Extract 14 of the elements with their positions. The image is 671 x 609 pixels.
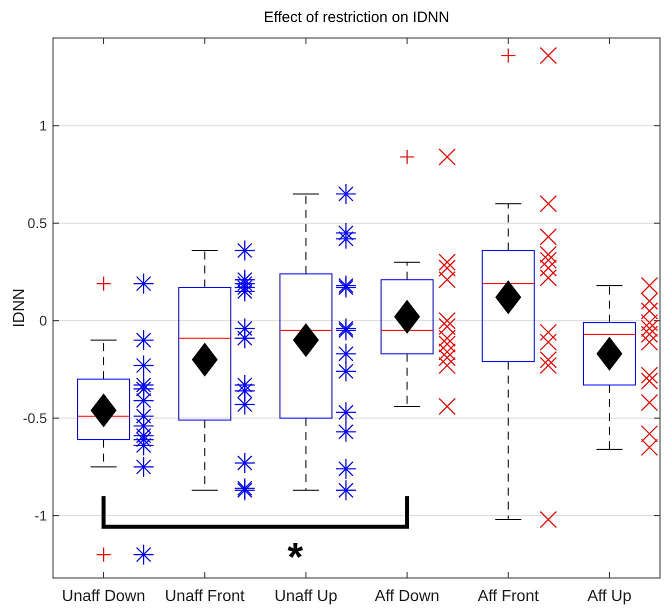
x-tick-label: Aff Up: [587, 588, 632, 605]
x-tick-label: Unaff Front: [164, 588, 246, 605]
y-tick-label: 1: [39, 118, 48, 134]
y-axis-title: IDNN: [11, 288, 28, 328]
y-tick-label: -0.5: [22, 410, 48, 426]
x-tick-label: Aff Down: [374, 588, 440, 605]
y-tick-label: 0.5: [28, 215, 48, 232]
x-tick-label: Aff Front: [478, 588, 540, 605]
annotation: *: [288, 536, 304, 580]
y-tick-label: 0: [39, 312, 48, 329]
x-tick-label: Unaff Down: [62, 588, 146, 605]
x-tick-label: Unaff Up: [274, 588, 338, 605]
y-tick-label: -1: [34, 508, 48, 524]
chart-title: Effect of restriction on IDNN: [264, 9, 450, 26]
